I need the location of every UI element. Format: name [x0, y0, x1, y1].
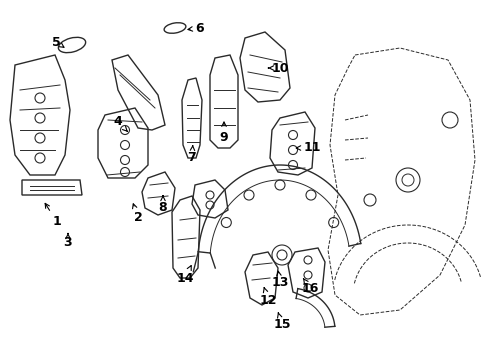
Text: 5: 5: [52, 36, 64, 49]
Text: 1: 1: [45, 203, 61, 229]
Text: 14: 14: [176, 266, 193, 284]
Text: 10: 10: [268, 62, 288, 75]
Text: 6: 6: [187, 22, 204, 35]
Text: 11: 11: [296, 141, 320, 154]
Text: 12: 12: [259, 288, 276, 306]
Text: 2: 2: [132, 204, 142, 225]
Text: 9: 9: [219, 122, 228, 144]
Text: 13: 13: [271, 271, 288, 288]
Text: 15: 15: [273, 313, 290, 332]
Text: 16: 16: [301, 279, 318, 294]
Text: 3: 3: [63, 234, 72, 249]
Text: 7: 7: [187, 146, 196, 165]
Text: 4: 4: [113, 116, 127, 131]
Text: 8: 8: [159, 196, 167, 215]
